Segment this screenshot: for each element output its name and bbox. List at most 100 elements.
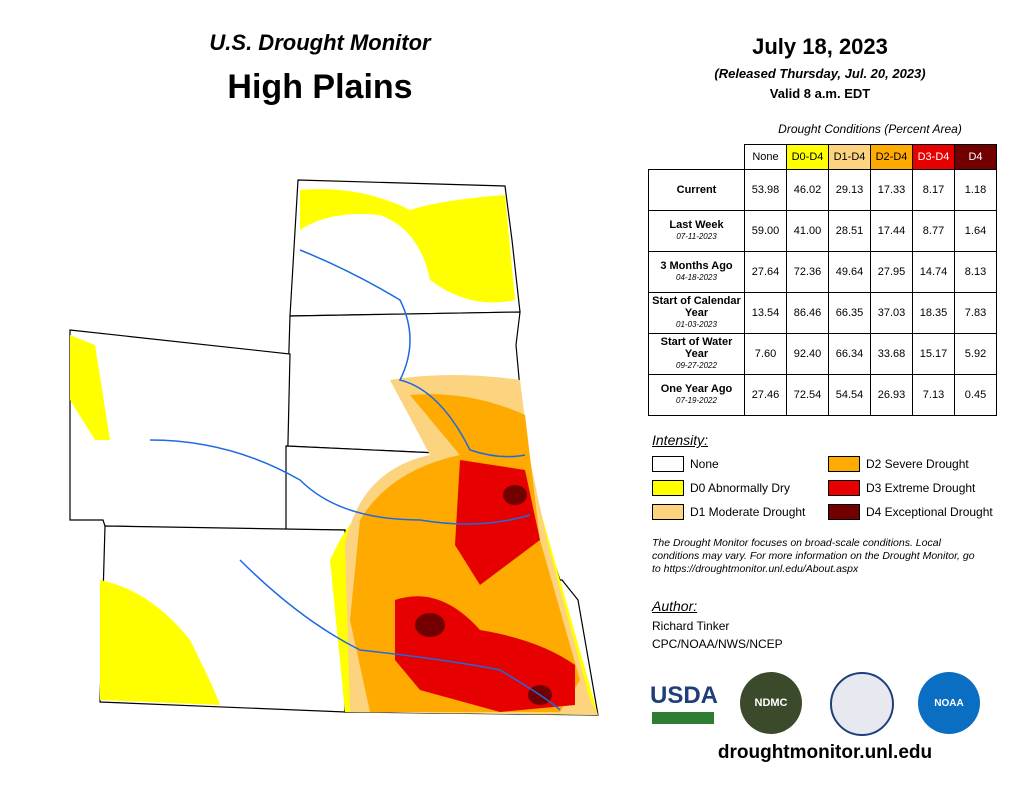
- legend-label: D3 Extreme Drought: [866, 481, 976, 495]
- author-org: CPC/NOAA/NWS/NCEP: [652, 637, 783, 651]
- column-header: D1-D4: [828, 144, 871, 170]
- legend-label: D0 Abnormally Dry: [690, 481, 791, 495]
- cell: 72.54: [786, 374, 829, 416]
- note: The Drought Monitor focuses on broad-sca…: [652, 537, 975, 575]
- row-date: 07-11-2023: [676, 232, 717, 241]
- url: droughtmonitor.unl.edu: [717, 742, 933, 763]
- drought-areas: [70, 189, 598, 715]
- legend-swatch: [652, 480, 684, 496]
- legend-swatch: [828, 504, 860, 520]
- row: Current 53.98 46.02 29.13 17.33 8.17 1.18: [648, 169, 997, 211]
- released: (Released Thursday, Jul. 20, 2023): [714, 66, 926, 81]
- cell: 8.17: [912, 169, 955, 211]
- row-header: One Year Ago 07-19-2022: [648, 374, 745, 416]
- logo-noaa: NOAA: [918, 672, 980, 734]
- rivers: [149, 249, 561, 711]
- cell: 8.13: [954, 251, 997, 293]
- row: Start of Calendar Year 01-03-2023 13.54 86.…: [648, 292, 997, 334]
- cell: 17.44: [870, 210, 913, 252]
- cell: 14.74: [912, 251, 955, 293]
- author-title: Author:: [652, 598, 698, 614]
- column-header: D4: [954, 144, 997, 170]
- column-header: D3-D4: [912, 144, 955, 170]
- valid: Valid 8 a.m. EDT: [769, 86, 871, 101]
- row-label: Start of Calendar Year: [652, 295, 741, 319]
- legend-label: D4 Exceptional Drought: [866, 505, 993, 519]
- cell: 66.34: [828, 333, 871, 375]
- usda-swoosh: [652, 712, 714, 724]
- cell: 92.40: [786, 333, 829, 375]
- title: U.S. Drought Monitor: [209, 30, 431, 55]
- row-label: Current: [676, 184, 717, 196]
- row-date: 07-19-2022: [676, 396, 717, 405]
- legend-swatch: [828, 480, 860, 496]
- row-header: 3 Months Ago 04-18-2023: [648, 251, 745, 293]
- row: Start of Water Year 09-27-2022 7.60 92.40 66…: [648, 333, 997, 375]
- row-header: Start of Calendar Year 01-03-2023: [648, 292, 745, 334]
- row-label: Start of Water Year: [660, 336, 733, 360]
- cell: 37.03: [870, 292, 913, 334]
- cell: 66.35: [828, 292, 871, 334]
- cell: 27.64: [744, 251, 787, 293]
- cell: 26.93: [870, 374, 913, 416]
- cell: 72.36: [786, 251, 829, 293]
- legend-swatch: [652, 504, 684, 520]
- header-row: None D0-D4 D1-D4 D2-D4 D3-D4 D4: [649, 144, 997, 170]
- cell: 49.64: [828, 251, 871, 293]
- author-name: Richard Tinker: [652, 619, 730, 633]
- row-date: 01-03-2023: [676, 320, 717, 329]
- region: High Plains: [227, 68, 413, 106]
- logo-usda: USDA: [650, 682, 719, 709]
- cell: 15.17: [912, 333, 955, 375]
- map: [69, 179, 599, 716]
- logo-ndmc: NDMC: [740, 672, 802, 734]
- row-header: Start of Water Year 09-27-2022: [648, 333, 745, 375]
- stats-table: None D0-D4 D1-D4 D2-D4 D3-D4 D4 Current 53.98 46…: [648, 144, 997, 416]
- logo-doc: [830, 672, 894, 736]
- cell: 17.33: [870, 169, 913, 211]
- cell: 59.00: [744, 210, 787, 252]
- cell: 1.64: [954, 210, 997, 252]
- date: July 18, 2023: [752, 34, 888, 59]
- cell: 28.51: [828, 210, 871, 252]
- cell: 46.02: [786, 169, 829, 211]
- row-label: 3 Months Ago: [660, 260, 733, 272]
- cell: 8.77: [912, 210, 955, 252]
- row-label: Last Week: [669, 219, 724, 231]
- cell: 0.45: [954, 374, 997, 416]
- row-date: 09-27-2022: [676, 361, 717, 370]
- column-header: D0-D4: [786, 144, 829, 170]
- cell: 5.92: [954, 333, 997, 375]
- cell: 13.54: [744, 292, 787, 334]
- cell: 41.00: [786, 210, 829, 252]
- legend-swatch: [828, 456, 860, 472]
- cell: 1.18: [954, 169, 997, 211]
- row: 3 Months Ago 04-18-2023 27.64 72.36 49.64 27.…: [648, 251, 997, 293]
- row-header: Last Week 07-11-2023: [648, 210, 745, 252]
- corner: [649, 145, 745, 170]
- cell: 86.46: [786, 292, 829, 334]
- cell: 27.46: [744, 374, 787, 416]
- legend-title: Intensity:: [652, 432, 709, 448]
- column-header: None: [744, 144, 787, 170]
- cell: 29.13: [828, 169, 871, 211]
- cell: 7.60: [744, 333, 787, 375]
- cell: 7.83: [954, 292, 997, 334]
- row-header: Current: [648, 169, 745, 211]
- cell: 54.54: [828, 374, 871, 416]
- legend-label: D1 Moderate Drought: [690, 505, 806, 519]
- column-header: D2-D4: [870, 144, 913, 170]
- table-caption: Drought Conditions (Percent Area): [778, 122, 962, 136]
- row-date: 04-18-2023: [676, 273, 717, 282]
- cell: 27.95: [870, 251, 913, 293]
- cell: 33.68: [870, 333, 913, 375]
- row-label: One Year Ago: [660, 383, 733, 395]
- legend-swatch: [652, 456, 684, 472]
- cell: 7.13: [912, 374, 955, 416]
- cell: 18.35: [912, 292, 955, 334]
- legend-label: D2 Severe Drought: [866, 457, 969, 471]
- row: Last Week 07-11-2023 59.00 41.00 28.51 17.44 8…: [648, 210, 997, 252]
- row: One Year Ago 07-19-2022 27.46 72.54 54.54 26.…: [648, 374, 997, 416]
- legend-label: None: [690, 457, 719, 471]
